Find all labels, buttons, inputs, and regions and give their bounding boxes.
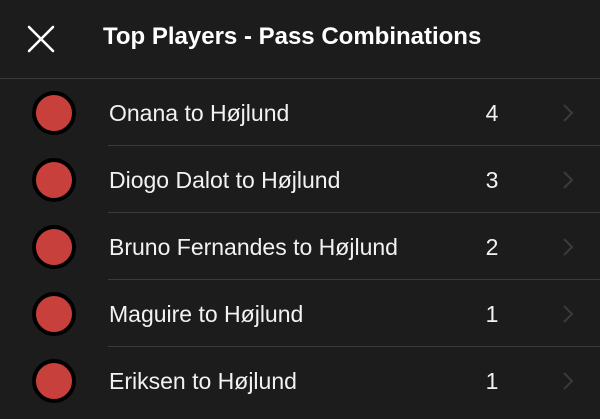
pass-count: 1 bbox=[485, 368, 499, 394]
player-dot-icon bbox=[32, 292, 76, 336]
player-dot-icon bbox=[32, 91, 76, 135]
list-item[interactable]: Diogo Dalot to Højlund 3 bbox=[0, 146, 600, 213]
divider bbox=[108, 145, 600, 146]
chevron-right-icon bbox=[563, 305, 574, 323]
combination-label: Onana to Højlund bbox=[109, 100, 290, 126]
combination-label: Maguire to Højlund bbox=[109, 301, 304, 327]
divider bbox=[108, 212, 600, 213]
close-icon[interactable] bbox=[26, 24, 56, 54]
pass-count: 3 bbox=[485, 167, 499, 193]
combination-label: Diogo Dalot to Højlund bbox=[109, 167, 341, 193]
combination-label: Bruno Fernandes to Højlund bbox=[109, 234, 398, 260]
list-item[interactable]: Onana to Højlund 4 bbox=[0, 79, 600, 146]
list-item[interactable]: Eriksen to Højlund 1 bbox=[0, 347, 600, 414]
header: Top Players - Pass Combinations bbox=[0, 0, 600, 79]
pass-count: 2 bbox=[485, 234, 499, 260]
chevron-right-icon bbox=[563, 104, 574, 122]
player-dot-icon bbox=[32, 158, 76, 202]
pass-count: 4 bbox=[485, 100, 499, 126]
page-title: Top Players - Pass Combinations bbox=[103, 23, 482, 50]
list-item[interactable]: Maguire to Højlund 1 bbox=[0, 280, 600, 347]
chevron-right-icon bbox=[563, 372, 574, 390]
divider bbox=[108, 346, 600, 347]
player-dot-icon bbox=[32, 225, 76, 269]
pass-combination-list: Onana to Højlund 4 Diogo Dalot to Højlund 3… bbox=[0, 79, 600, 414]
divider bbox=[108, 279, 600, 280]
chevron-right-icon bbox=[563, 171, 574, 189]
pass-count: 1 bbox=[485, 301, 499, 327]
list-item[interactable]: Bruno Fernandes to Højlund 2 bbox=[0, 213, 600, 280]
chevron-right-icon bbox=[563, 238, 574, 256]
player-dot-icon bbox=[32, 359, 76, 403]
combination-label: Eriksen to Højlund bbox=[109, 368, 297, 394]
